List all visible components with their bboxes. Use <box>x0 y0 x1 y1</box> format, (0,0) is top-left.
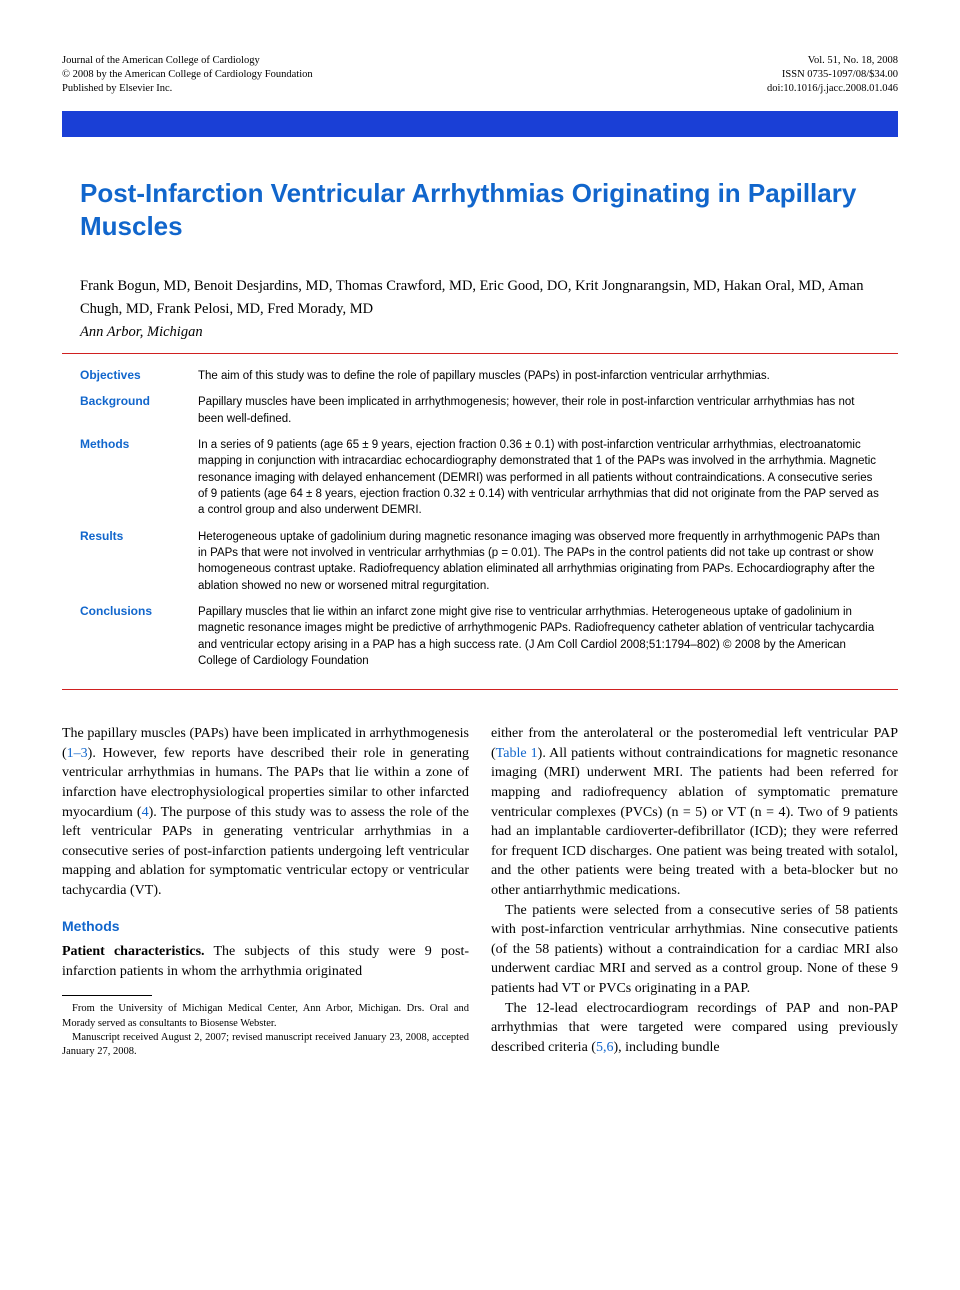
abstract-row-objectives: Objectives The aim of this study was to … <box>80 368 880 384</box>
body-paragraph: The 12-lead electrocardiogram recordings… <box>491 999 898 1058</box>
right-column: either from the anterolateral or the pos… <box>491 724 898 1059</box>
abstract-row-methods: Methods In a series of 9 patients (age 6… <box>80 437 880 519</box>
abstract-row-conclusions: Conclusions Papillary muscles that lie w… <box>80 604 880 669</box>
footnote-affiliation: From the University of Michigan Medical … <box>62 1002 469 1030</box>
abstract-row-results: Results Heterogeneous uptake of gadolini… <box>80 529 880 594</box>
text: ), including bundle <box>613 1040 719 1055</box>
left-column: The papillary muscles (PAPs) have been i… <box>62 724 469 1059</box>
abstract-label: Objectives <box>80 368 198 384</box>
volume-issue: Vol. 51, No. 18, 2008 <box>767 54 898 68</box>
abstract-text: Papillary muscles that lie within an inf… <box>198 604 880 669</box>
footnote-rule <box>62 995 152 996</box>
section-bar <box>62 111 898 137</box>
body-columns: The papillary muscles (PAPs) have been i… <box>62 724 898 1059</box>
abstract-label: Conclusions <box>80 604 198 669</box>
citation-link[interactable]: 5,6 <box>596 1040 614 1055</box>
rule-bottom <box>62 689 898 690</box>
abstract-text: In a series of 9 patients (age 65 ± 9 ye… <box>198 437 880 519</box>
author-list: Frank Bogun, MD, Benoit Desjardins, MD, … <box>80 275 880 320</box>
affiliation: Ann Arbor, Michigan <box>80 324 880 341</box>
structured-abstract: Objectives The aim of this study was to … <box>62 354 898 689</box>
table-link[interactable]: Table 1 <box>496 746 538 761</box>
abstract-text: Heterogeneous uptake of gadolinium durin… <box>198 529 880 594</box>
footnote-dates: Manuscript received August 2, 2007; revi… <box>62 1031 469 1059</box>
abstract-text: Papillary muscles have been implicated i… <box>198 394 880 427</box>
section-heading-methods: Methods <box>62 917 469 937</box>
abstract-row-background: Background Papillary muscles have been i… <box>80 394 880 427</box>
journal-name: Journal of the American College of Cardi… <box>62 54 313 68</box>
intro-paragraph: The papillary muscles (PAPs) have been i… <box>62 724 469 900</box>
running-header: Journal of the American College of Cardi… <box>62 54 898 97</box>
article-title: Post-Infarction Ventricular Arrhythmias … <box>80 177 880 244</box>
abstract-label: Methods <box>80 437 198 519</box>
abstract-label: Background <box>80 394 198 427</box>
header-right: Vol. 51, No. 18, 2008 ISSN 0735-1097/08/… <box>767 54 898 97</box>
patient-characteristics-paragraph: Patient characteristics. The subjects of… <box>62 942 469 981</box>
doi-line: doi:10.1016/j.jacc.2008.01.046 <box>767 82 898 96</box>
text: ). All patients without contraindication… <box>491 746 898 898</box>
citation-link[interactable]: 1–3 <box>67 746 88 761</box>
abstract-text: The aim of this study was to define the … <box>198 368 880 384</box>
copyright-line: © 2008 by the American College of Cardio… <box>62 68 313 82</box>
citation-link[interactable]: 4 <box>142 805 149 820</box>
body-paragraph: The patients were selected from a consec… <box>491 901 898 999</box>
issn-line: ISSN 0735-1097/08/$34.00 <box>767 68 898 82</box>
run-in-heading: Patient characteristics. <box>62 944 205 959</box>
header-left: Journal of the American College of Cardi… <box>62 54 313 97</box>
publisher-line: Published by Elsevier Inc. <box>62 82 313 96</box>
abstract-label: Results <box>80 529 198 594</box>
body-paragraph: either from the anterolateral or the pos… <box>491 724 898 900</box>
title-block: Post-Infarction Ventricular Arrhythmias … <box>62 177 898 341</box>
